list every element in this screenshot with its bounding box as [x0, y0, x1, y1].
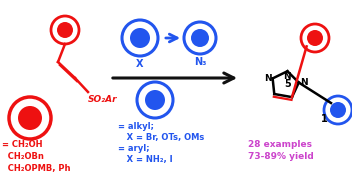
Circle shape: [145, 90, 165, 110]
Circle shape: [324, 96, 352, 124]
Text: = aryl;: = aryl;: [118, 144, 150, 153]
Circle shape: [122, 20, 158, 56]
Text: CH₂OBn: CH₂OBn: [2, 152, 44, 161]
Text: N: N: [284, 72, 291, 81]
Text: = CH₂OH: = CH₂OH: [2, 140, 43, 149]
Circle shape: [9, 97, 51, 139]
Circle shape: [301, 24, 329, 52]
Text: 73-89% yield: 73-89% yield: [248, 152, 314, 161]
Circle shape: [184, 22, 216, 54]
Text: X: X: [136, 59, 144, 69]
Circle shape: [191, 29, 209, 47]
Circle shape: [330, 102, 346, 118]
Circle shape: [137, 82, 173, 118]
Circle shape: [307, 30, 323, 46]
Circle shape: [57, 22, 73, 38]
Text: SO₂Ar: SO₂Ar: [88, 95, 118, 104]
Text: CH₂OPMB, Ph: CH₂OPMB, Ph: [2, 164, 70, 173]
Circle shape: [51, 16, 79, 44]
Text: 1: 1: [321, 114, 327, 124]
Text: X = Br, OTs, OMs: X = Br, OTs, OMs: [118, 133, 204, 142]
Text: 5: 5: [285, 79, 291, 89]
Text: 28 examples: 28 examples: [248, 140, 312, 149]
Circle shape: [130, 28, 150, 48]
Text: N: N: [264, 74, 272, 83]
Circle shape: [18, 106, 42, 130]
Text: N: N: [300, 78, 307, 87]
Text: N₃: N₃: [194, 57, 206, 67]
Text: X = NH₂, I: X = NH₂, I: [118, 155, 172, 164]
Text: = alkyl;: = alkyl;: [118, 122, 154, 131]
